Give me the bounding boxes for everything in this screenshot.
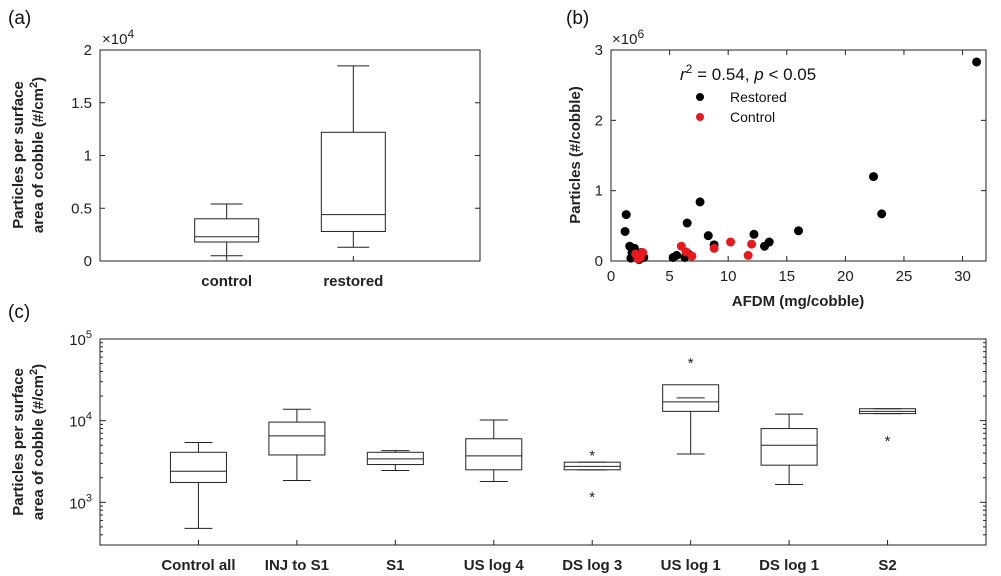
data-point <box>638 248 648 258</box>
data-point <box>687 251 697 261</box>
iqr-box <box>194 218 260 243</box>
data-point <box>620 226 630 236</box>
series-restored <box>620 57 982 265</box>
data-point <box>747 239 757 249</box>
xtick-label: 5 <box>665 268 673 285</box>
category-label: Control all <box>161 557 235 574</box>
panel-c-chart: (c) 103 104 105 Control all INJ to S1 S1 US l… <box>8 302 987 574</box>
panel-b-chart: (b) ×106 0 1 2 3 0 5 10 15 20 25 30 r2 = 0.54, p … <box>566 8 987 310</box>
panel-a-ylabel-line1: Particles per surface <box>10 81 27 229</box>
category-label: INJ to S1 <box>265 557 329 574</box>
panel-a-plot-frame <box>99 49 481 262</box>
data-point <box>764 237 774 247</box>
xtick-label: 0 <box>607 268 615 285</box>
panel-b-multiplier: ×106 <box>612 27 644 48</box>
iqr-box <box>268 421 326 456</box>
ytick-label: 2 <box>595 112 603 129</box>
iqr-box <box>760 428 818 466</box>
data-point <box>743 250 753 260</box>
category-label: US log 1 <box>661 557 721 574</box>
panel-c-plot-frame <box>99 338 987 546</box>
category-label-control: control <box>201 273 252 290</box>
box-4 <box>465 419 523 482</box>
data-point <box>695 197 705 207</box>
ytick-label: 1 <box>84 148 92 165</box>
panel-c-ylabel-line2: area of cobble (#/cm2) <box>28 364 47 520</box>
iqr-box <box>169 451 227 483</box>
legend-label-control: Control <box>730 109 775 125</box>
legend-marker-control <box>696 113 704 121</box>
data-point <box>672 250 682 260</box>
data-point <box>877 209 887 219</box>
data-point <box>794 226 803 236</box>
ytick-label: 2 <box>84 42 92 59</box>
box-restored <box>320 65 386 248</box>
iqr-box <box>465 438 523 471</box>
panel-b-ylabel: Particles (#/cobble) <box>567 86 584 224</box>
outlier-marker: * <box>885 433 891 450</box>
box-5: ** <box>563 447 621 506</box>
category-label-restored: restored <box>323 273 383 290</box>
category-label: DS log 1 <box>759 557 819 574</box>
panel-c-label: (c) <box>8 302 30 323</box>
data-point <box>682 218 692 228</box>
outlier-marker: * <box>589 489 595 506</box>
box-2 <box>268 408 326 481</box>
ytick-label: 0 <box>84 253 92 270</box>
panel-b-legend: Restored Control <box>696 89 787 125</box>
ytick-label: 1 <box>595 183 603 200</box>
box-1 <box>169 442 227 529</box>
data-point <box>726 237 736 247</box>
xtick-label: 20 <box>837 268 854 285</box>
series-control <box>631 237 757 264</box>
data-point <box>749 229 759 239</box>
panel-b-xlabel: AFDM (mg/cobble) <box>732 293 865 310</box>
category-label: DS log 3 <box>562 557 622 574</box>
iqr-box <box>320 131 386 232</box>
box-control <box>194 203 260 257</box>
ytick-label: 105 <box>69 329 92 349</box>
panel-b-label: (b) <box>566 8 589 29</box>
legend-label-restored: Restored <box>730 89 787 105</box>
panel-a-multiplier: ×104 <box>102 27 134 48</box>
box-6: * <box>662 355 720 455</box>
data-point <box>972 57 982 67</box>
category-label: US log 4 <box>464 557 525 574</box>
outlier-marker: * <box>589 447 595 464</box>
box-8: * <box>859 408 917 450</box>
category-label: S1 <box>386 557 404 574</box>
panel-c-ylabel-line1: Particles per surface <box>10 368 27 516</box>
panel-a-label: (a) <box>8 8 31 29</box>
category-label: S2 <box>878 557 896 574</box>
panel-b-plot-frame <box>610 49 987 262</box>
data-point <box>869 172 878 182</box>
data-point <box>621 210 631 220</box>
xtick-label: 25 <box>896 268 913 285</box>
xtick-label: 15 <box>778 268 795 285</box>
outlier-marker: * <box>688 355 694 372</box>
xtick-label: 10 <box>720 268 737 285</box>
ytick-label: 1.5 <box>71 95 92 112</box>
data-point <box>703 231 713 241</box>
ytick-label: 103 <box>69 492 92 512</box>
data-point <box>709 243 719 253</box>
ytick-label: 0 <box>595 253 603 270</box>
iqr-box <box>662 384 720 412</box>
ytick-label: 104 <box>69 411 92 431</box>
panel-a-chart: (a) ×104 0 0.5 1 1.5 2 control restored Parti… <box>8 8 481 290</box>
ytick-label: 0.5 <box>71 200 92 217</box>
ytick-label: 3 <box>595 42 603 59</box>
legend-marker-restored <box>696 93 704 101</box>
panel-a-ylabel-line2: area of cobble (#/cm2) <box>28 77 47 233</box>
xtick-label: 30 <box>954 268 971 285</box>
panel-b-stats-annotation: r2 = 0.54, p < 0.05 <box>680 62 816 84</box>
box-3 <box>366 450 424 472</box>
box-7 <box>760 413 818 486</box>
